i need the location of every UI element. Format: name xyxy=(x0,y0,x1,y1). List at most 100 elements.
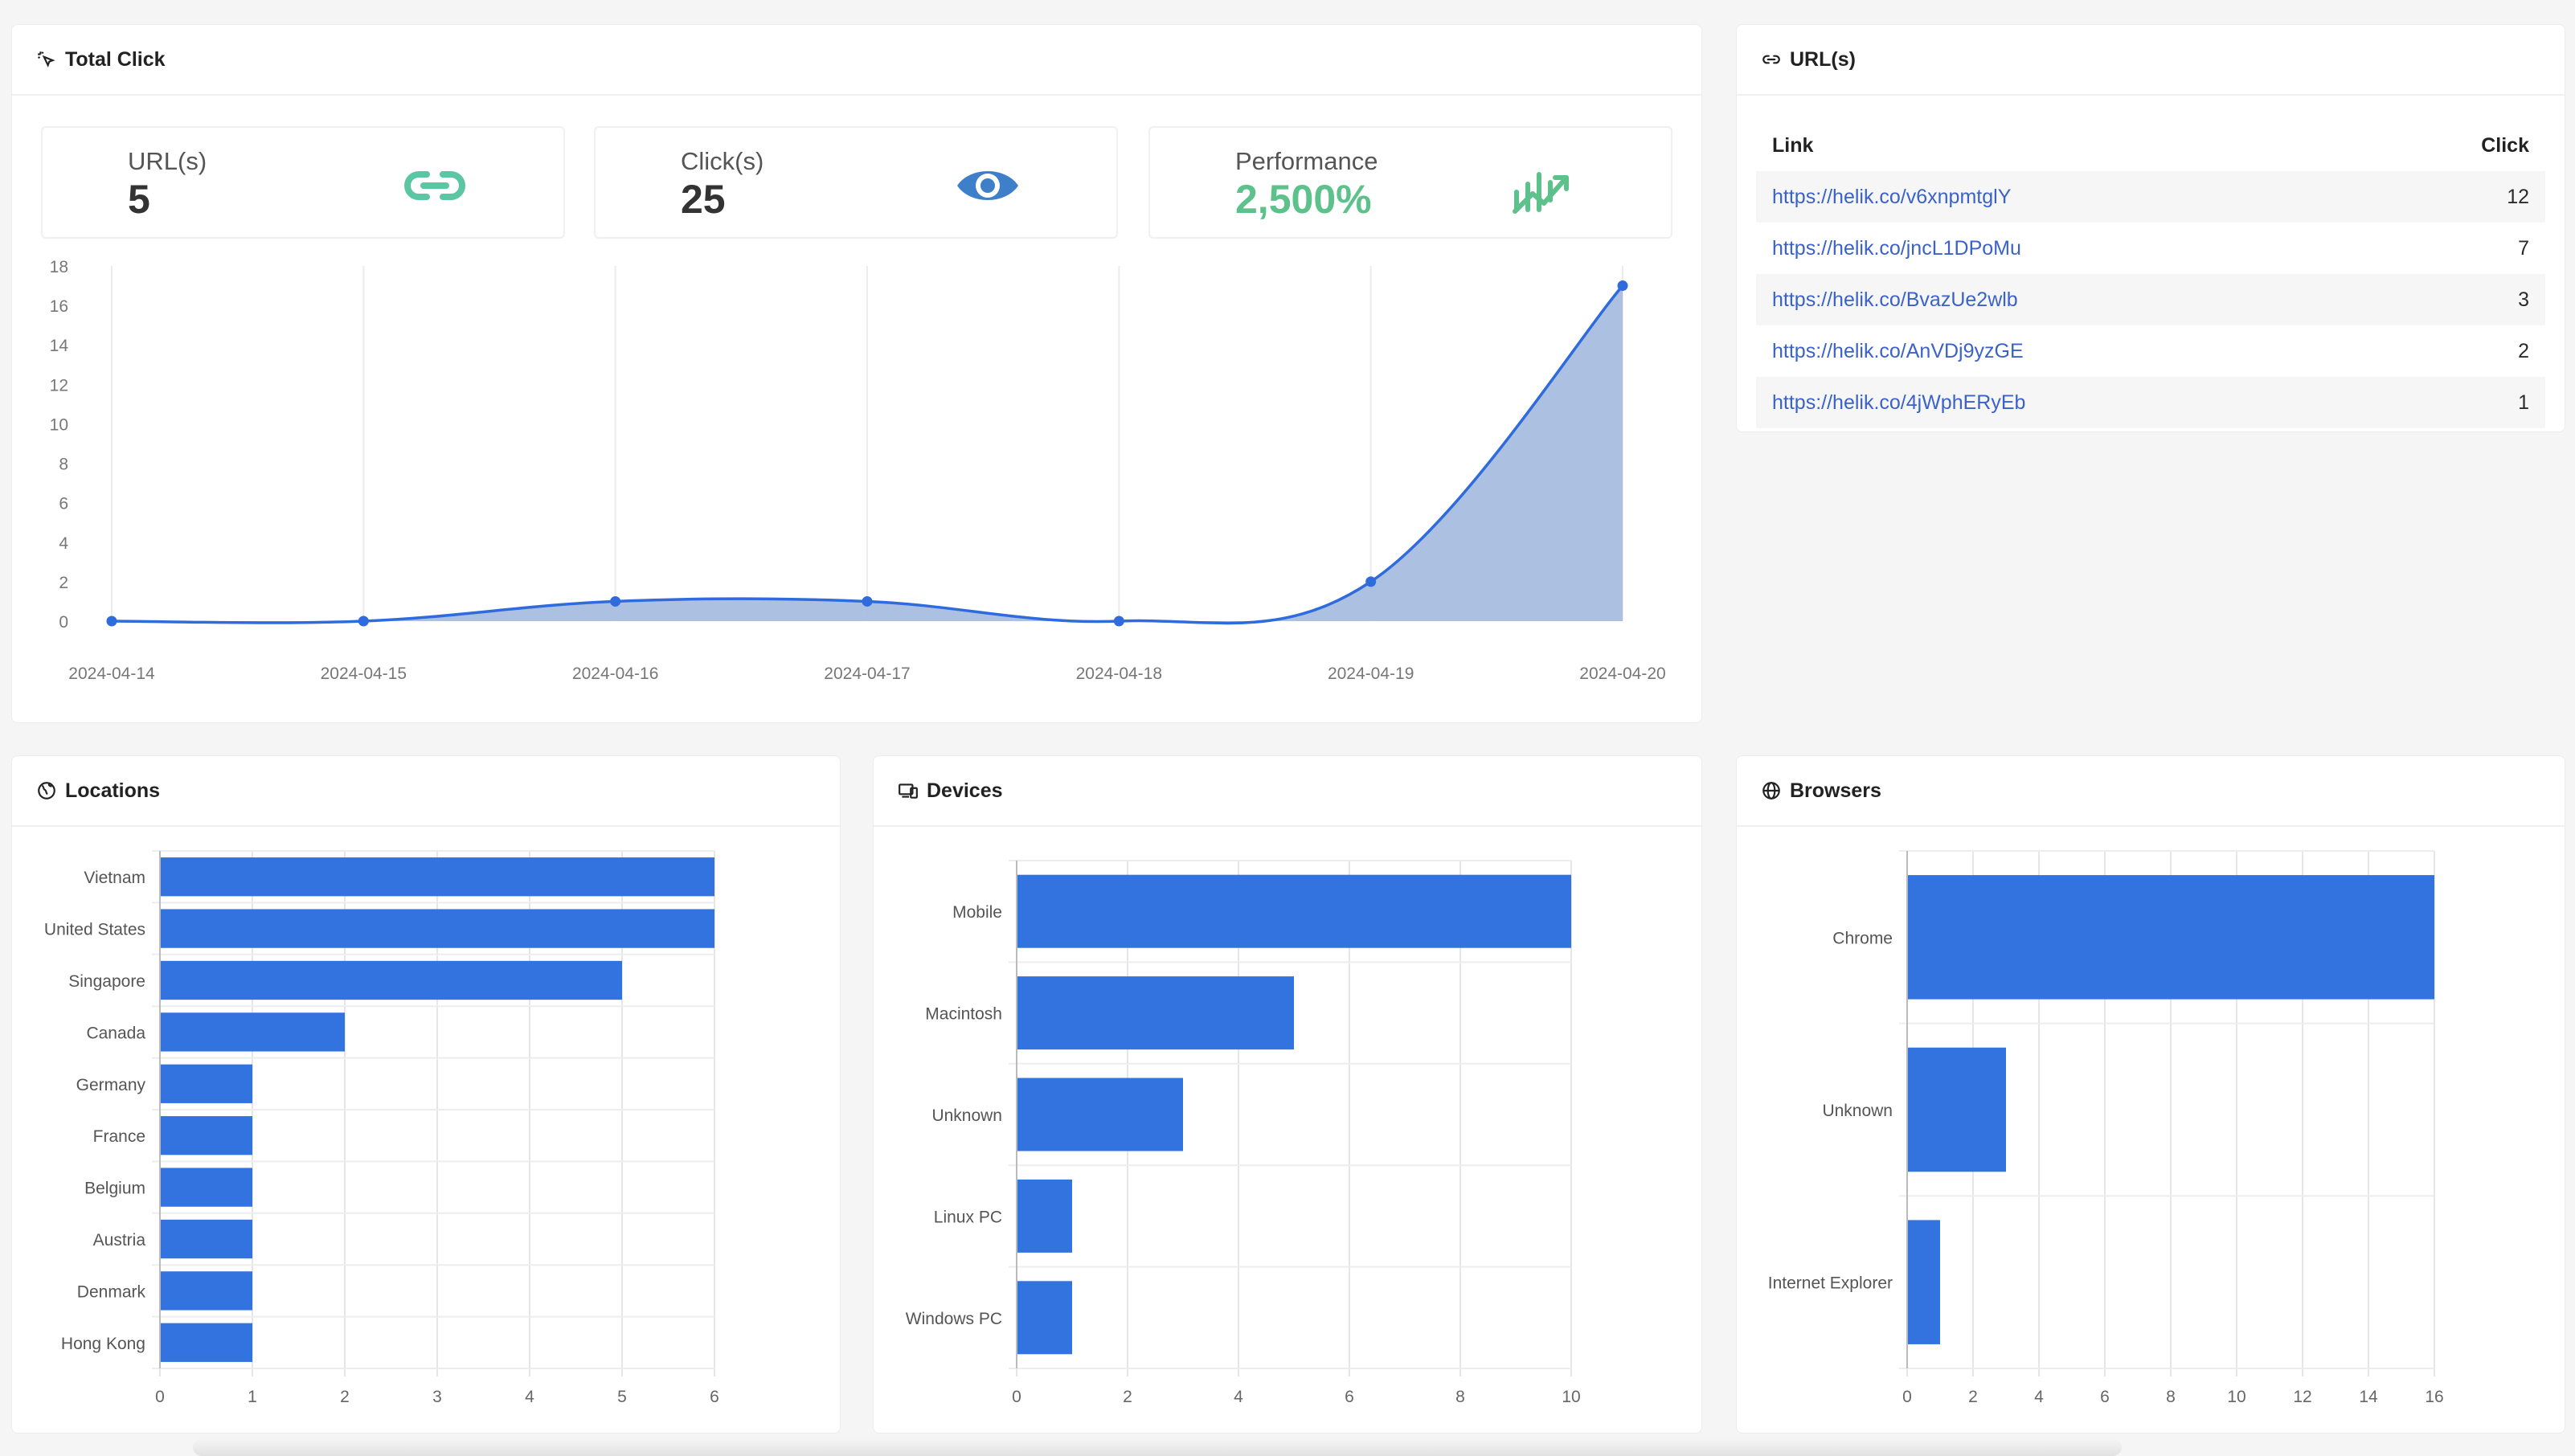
table-row: https://helik.co/4jWphERyEb 1 xyxy=(1756,377,2545,428)
x-tick-label: 16 xyxy=(2425,1388,2443,1406)
chart-data-point xyxy=(1365,576,1377,587)
stat-clicks-value: 25 xyxy=(681,177,726,222)
stat-clicks-label: Click(s) xyxy=(681,147,764,175)
chart-data-point xyxy=(1113,616,1124,627)
table-row: https://helik.co/v6xnpmtglY 12 xyxy=(1756,171,2545,223)
chart-bar xyxy=(161,1064,252,1103)
browsers-title: Browsers xyxy=(1790,779,1881,802)
table-row: https://helik.co/BvazUe2wlb 3 xyxy=(1756,274,2545,325)
x-tick-label: 10 xyxy=(1562,1388,1580,1406)
browsers-header: Browsers xyxy=(1737,756,2565,827)
chart-bar xyxy=(1017,1179,1072,1253)
stat-urls-value: 5 xyxy=(128,177,150,222)
link-small-icon xyxy=(1761,49,1782,70)
stat-performance-label: Performance xyxy=(1235,147,1378,175)
x-tick-label: 2024-04-16 xyxy=(572,665,658,683)
globe-pin-icon xyxy=(36,780,57,801)
chart-bar xyxy=(161,857,714,897)
y-tick-label: 12 xyxy=(50,376,68,395)
x-tick-label: 5 xyxy=(617,1388,627,1406)
x-tick-label: 8 xyxy=(2166,1388,2176,1406)
urls-table-body: https://helik.co/v6xnpmtglY 12 https://h… xyxy=(1756,171,2545,428)
url-link[interactable]: https://helik.co/4jWphERyEb xyxy=(1772,391,2026,414)
url-click-count: 7 xyxy=(2518,236,2529,260)
globe-icon xyxy=(1761,780,1782,801)
y-category-label: Mobile xyxy=(952,903,1002,922)
devices-title: Devices xyxy=(927,779,1003,802)
total-click-title: Total Click xyxy=(65,47,166,71)
url-link[interactable]: https://helik.co/jncL1DPoMu xyxy=(1772,236,2021,260)
chart-data-point xyxy=(862,595,873,607)
x-tick-label: 6 xyxy=(2100,1388,2110,1406)
total-click-header: Total Click xyxy=(12,25,1701,96)
y-category-label: United States xyxy=(44,921,145,939)
urls-table: Link Click https://helik.co/v6xnpmtglY 1… xyxy=(1756,120,2545,428)
y-category-label: Linux PC xyxy=(934,1208,1002,1226)
chart-bar xyxy=(1017,976,1294,1050)
chart-bar xyxy=(161,1168,252,1207)
url-link[interactable]: https://helik.co/AnVDj9yzGE xyxy=(1772,339,2024,362)
url-link[interactable]: https://helik.co/v6xnpmtglY xyxy=(1772,185,2012,208)
x-tick-label: 4 xyxy=(1234,1388,1243,1406)
chart-bar xyxy=(1017,1281,1072,1355)
y-category-label: Hong Kong xyxy=(61,1335,145,1353)
y-category-label: Chrome xyxy=(1832,929,1893,947)
x-tick-label: 2024-04-14 xyxy=(68,665,155,683)
link-icon xyxy=(403,160,467,211)
chart-bar xyxy=(1908,1047,2006,1172)
browsers-chart: 0 2 4 6 8 10 12 14 16 Chrome Unknown Internet Explo… xyxy=(1768,850,2444,1406)
x-tick-label: 0 xyxy=(1012,1388,1021,1406)
y-category-label: Singapore xyxy=(68,972,145,991)
chart-data-point xyxy=(358,616,369,627)
y-category-label: Germany xyxy=(76,1076,146,1094)
page-bottom-shadow xyxy=(193,1438,2122,1456)
x-tick-label: 6 xyxy=(710,1388,719,1406)
y-tick-label: 2 xyxy=(59,574,68,592)
y-tick-label: 0 xyxy=(59,613,68,632)
chart-bar xyxy=(161,1012,345,1052)
x-tick-label: 2024-04-17 xyxy=(824,665,910,683)
url-click-count: 3 xyxy=(2518,288,2529,311)
devices-icon xyxy=(898,780,919,801)
x-tick-label: 14 xyxy=(2359,1388,2378,1406)
table-row: https://helik.co/jncL1DPoMu 7 xyxy=(1756,223,2545,274)
chart-bar xyxy=(1017,874,1571,948)
devices-header: Devices xyxy=(874,756,1701,827)
y-category-label: Austria xyxy=(93,1231,146,1249)
x-tick-label: 2024-04-19 xyxy=(1328,665,1414,683)
y-category-label: Denmark xyxy=(77,1282,146,1301)
devices-card: Devices 0 2 4 6 8 10 Mobile Macintosh Unknown Lin… xyxy=(873,755,1702,1434)
y-category-label: Macintosh xyxy=(925,1005,1002,1024)
x-tick-label: 2024-04-20 xyxy=(1579,665,1665,683)
y-category-label: Windows PC xyxy=(906,1310,1002,1328)
chart-area-fill xyxy=(112,285,1623,624)
y-tick-label: 6 xyxy=(59,495,68,513)
trending-up-icon xyxy=(1510,160,1574,214)
devices-chart: 0 2 4 6 8 10 Mobile Macintosh Unknown Linux PC Win… xyxy=(906,860,1581,1406)
y-tick-label: 16 xyxy=(50,297,68,316)
chart-data-point xyxy=(1617,280,1628,292)
url-click-count: 1 xyxy=(2518,391,2529,414)
y-tick-label: 8 xyxy=(59,456,68,474)
urls-title: URL(s) xyxy=(1790,47,1856,71)
pointer-click-icon xyxy=(36,49,57,70)
y-category-label: Canada xyxy=(86,1024,145,1042)
x-tick-label: 2024-04-15 xyxy=(321,665,407,683)
x-tick-label: 4 xyxy=(2034,1388,2044,1406)
stat-clicks: Click(s) 25 xyxy=(594,126,1118,239)
x-tick-label: 6 xyxy=(1345,1388,1354,1406)
eye-icon xyxy=(956,160,1020,211)
url-link[interactable]: https://helik.co/BvazUe2wlb xyxy=(1772,288,2018,311)
x-tick-label: 0 xyxy=(155,1388,165,1406)
col-link-header: Link xyxy=(1772,133,1814,157)
browsers-card: Browsers 0 2 4 6 8 10 12 14 16 Chrome Unknown Inter… xyxy=(1736,755,2565,1434)
locations-chart: 0 1 2 3 4 5 6 Vietnam United States Singapore Cana… xyxy=(44,850,719,1406)
chart-bar xyxy=(1908,1220,1940,1344)
x-tick-label: 12 xyxy=(2293,1388,2311,1406)
total-click-chart: 0 2 4 6 8 10 12 14 16 18 2024-04-14 2024-04-15 2024-… xyxy=(50,258,1666,683)
x-tick-label: 1 xyxy=(248,1388,257,1406)
x-tick-label: 0 xyxy=(1902,1388,1912,1406)
y-tick-label: 10 xyxy=(50,415,68,434)
url-click-count: 2 xyxy=(2518,339,2529,362)
stat-performance: Performance 2,500% xyxy=(1148,126,1672,239)
